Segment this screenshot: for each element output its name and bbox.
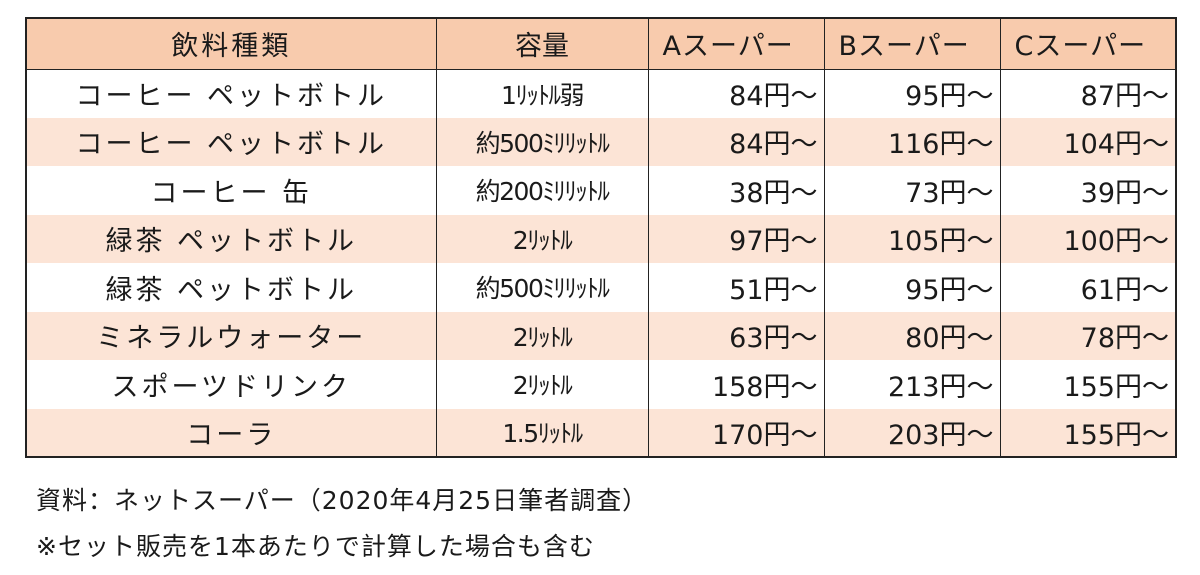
header-supermarket-a: Aスーパー xyxy=(647,18,824,70)
cell-price-b: 213円～ xyxy=(823,360,1000,409)
cell-drink-type: コーヒー ペットボトル xyxy=(26,69,436,118)
cell-price-a: 158円～ xyxy=(647,360,824,409)
header-row: 飲料種類 容量 Aスーパー Bスーパー Cスーパー xyxy=(26,18,1176,70)
table-notes: 資料：ネットスーパー（2020年4月25日筆者調査） ※セット販売を1本あたりで… xyxy=(36,478,648,570)
cell-drink-type: ミネラルウォーター xyxy=(26,311,436,360)
cell-price-c: 155円～ xyxy=(999,408,1176,457)
table-row: コーヒー 缶 約200ﾐﾘﾘｯﾄﾙ 38円～ 73円～ 39円～ xyxy=(26,166,1176,215)
cell-volume: 1ﾘｯﾄﾙ弱 xyxy=(435,69,648,118)
cell-drink-type: コーラ xyxy=(26,408,436,457)
table-row: 緑茶 ペットボトル 約500ﾐﾘﾘｯﾄﾙ 51円～ 95円～ 61円～ xyxy=(26,263,1176,312)
cell-price-c: 39円～ xyxy=(999,166,1176,215)
cell-price-c: 87円～ xyxy=(999,69,1176,118)
cell-price-a: 97円～ xyxy=(647,214,824,263)
header-supermarket-b: Bスーパー xyxy=(823,18,1000,70)
footnote: ※セット販売を1本あたりで計算した場合も含む xyxy=(36,532,595,561)
table-row: コーラ 1.5ﾘｯﾄﾙ 170円～ 203円～ 155円～ xyxy=(26,408,1176,457)
cell-price-a: 170円～ xyxy=(647,408,824,457)
cell-price-b: 95円～ xyxy=(823,263,1000,312)
cell-price-b: 105円～ xyxy=(823,214,1000,263)
cell-price-c: 78円～ xyxy=(999,311,1176,360)
cell-price-c: 155円～ xyxy=(999,360,1176,409)
cell-price-c: 61円～ xyxy=(999,263,1176,312)
source-note: 資料：ネットスーパー（2020年4月25日筆者調査） xyxy=(36,486,649,515)
header-drink-type: 飲料種類 xyxy=(26,18,436,70)
cell-volume: 約500ﾐﾘﾘｯﾄﾙ xyxy=(435,117,648,166)
price-comparison-table: 飲料種類 容量 Aスーパー Bスーパー Cスーパー コーヒー ペットボトル 1ﾘ… xyxy=(25,17,1177,458)
cell-price-b: 116円～ xyxy=(823,117,1000,166)
cell-drink-type: スポーツドリンク xyxy=(26,360,436,409)
header-volume: 容量 xyxy=(435,18,648,70)
price-comparison-table-wrapper: 飲料種類 容量 Aスーパー Bスーパー Cスーパー コーヒー ペットボトル 1ﾘ… xyxy=(25,17,1177,458)
cell-price-a: 38円～ xyxy=(647,166,824,215)
cell-price-b: 73円～ xyxy=(823,166,1000,215)
cell-price-b: 80円～ xyxy=(823,311,1000,360)
cell-volume: 1.5ﾘｯﾄﾙ xyxy=(435,408,648,457)
cell-volume: 2ﾘｯﾄﾙ xyxy=(435,360,648,409)
table-row: 緑茶 ペットボトル 2ﾘｯﾄﾙ 97円～ 105円～ 100円～ xyxy=(26,214,1176,263)
header-supermarket-c: Cスーパー xyxy=(999,18,1176,70)
cell-volume: 2ﾘｯﾄﾙ xyxy=(435,214,648,263)
cell-price-b: 95円～ xyxy=(823,69,1000,118)
table-row: コーヒー ペットボトル 約500ﾐﾘﾘｯﾄﾙ 84円～ 116円～ 104円～ xyxy=(26,117,1176,166)
cell-price-a: 84円～ xyxy=(647,117,824,166)
table-row: スポーツドリンク 2ﾘｯﾄﾙ 158円～ 213円～ 155円～ xyxy=(26,360,1176,409)
cell-volume: 約500ﾐﾘﾘｯﾄﾙ xyxy=(435,263,648,312)
table-row: コーヒー ペットボトル 1ﾘｯﾄﾙ弱 84円～ 95円～ 87円～ xyxy=(26,69,1176,118)
cell-volume: 約200ﾐﾘﾘｯﾄﾙ xyxy=(435,166,648,215)
cell-drink-type: コーヒー ペットボトル xyxy=(26,117,436,166)
cell-price-c: 100円～ xyxy=(999,214,1176,263)
cell-price-a: 51円～ xyxy=(647,263,824,312)
cell-price-c: 104円～ xyxy=(999,117,1176,166)
table-row: ミネラルウォーター 2ﾘｯﾄﾙ 63円～ 80円～ 78円～ xyxy=(26,311,1176,360)
cell-drink-type: 緑茶 ペットボトル xyxy=(26,214,436,263)
cell-volume: 2ﾘｯﾄﾙ xyxy=(435,311,648,360)
cell-price-a: 84円～ xyxy=(647,69,824,118)
cell-drink-type: コーヒー 缶 xyxy=(26,166,436,215)
cell-drink-type: 緑茶 ペットボトル xyxy=(26,263,436,312)
cell-price-b: 203円～ xyxy=(823,408,1000,457)
cell-price-a: 63円～ xyxy=(647,311,824,360)
